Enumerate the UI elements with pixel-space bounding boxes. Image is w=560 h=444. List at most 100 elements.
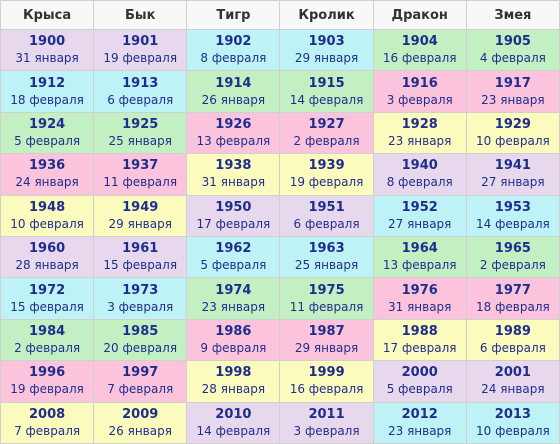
- cell-date: 29 января: [294, 51, 359, 66]
- cell-date: 27 января: [481, 175, 545, 190]
- cell-year: 1901: [122, 34, 159, 50]
- table-cell: 1997 7 февраля: [93, 360, 188, 403]
- table-row: 1912 18 февраля 1913 6 февраля 1914 26 янва…: [0, 70, 560, 113]
- cell-year: 1925: [122, 116, 159, 132]
- cell-date: 3 февраля: [107, 299, 174, 314]
- cell-year: 1916: [401, 75, 438, 91]
- table-cell: 2012 23 января: [372, 401, 467, 444]
- table-cell: 1965 2 февраля: [465, 235, 560, 279]
- cell-date: 13 февраля: [382, 258, 457, 273]
- cell-date: 15 февраля: [10, 299, 84, 314]
- cell-date: 27 января: [387, 216, 452, 231]
- cell-date: 16 февраля: [289, 382, 364, 397]
- table-row: 1984 2 февраля 1985 20 февраля 1986 9 февра…: [0, 318, 560, 362]
- cell-year: 1987: [308, 323, 345, 339]
- table-cell: 1996 19 февраля: [0, 360, 95, 403]
- cell-year: 1985: [122, 323, 159, 339]
- cell-year: 1972: [28, 282, 66, 298]
- cell-year: 1961: [122, 241, 159, 257]
- cell-date: 25 января: [108, 133, 172, 148]
- table-row: 1900 31 января 1901 19 февраля 1902 8 февра…: [0, 28, 560, 72]
- cell-date: 2 февраля: [293, 133, 360, 148]
- table-cell: 1916 3 февраля: [372, 70, 467, 113]
- table-cell: 1989 6 февраля: [465, 318, 560, 362]
- table-cell: 1904 16 февраля: [372, 28, 467, 72]
- table-cell: 1998 28 января: [186, 360, 281, 403]
- cell-year: 2012: [401, 406, 438, 422]
- table-cell: 1953 14 февраля: [465, 194, 560, 237]
- cell-date: 31 января: [15, 51, 79, 66]
- table-cell: 1905 4 февраля: [465, 28, 560, 72]
- table-cell: 1940 8 февраля: [372, 153, 467, 196]
- cell-year: 1903: [308, 34, 345, 50]
- cell-date: 19 февраля: [10, 382, 84, 397]
- table-row: 1996 19 февраля 1997 7 февраля 1998 28 янва…: [0, 360, 560, 403]
- cell-year: 1977: [494, 282, 531, 298]
- table-cell: 1964 13 февраля: [372, 235, 467, 279]
- cell-year: 1998: [215, 365, 252, 381]
- cell-date: 7 февраля: [107, 382, 174, 397]
- table-cell: 1929 10 февраля: [465, 111, 560, 155]
- cell-year: 1937: [122, 158, 159, 174]
- cell-date: 6 февраля: [107, 92, 174, 107]
- table-cell: 1914 26 января: [186, 70, 281, 113]
- table-cell: 1912 18 февраля: [0, 70, 95, 113]
- cell-year: 1965: [494, 241, 531, 257]
- cell-year: 1963: [308, 241, 345, 257]
- cell-year: 1973: [122, 282, 159, 298]
- cell-year: 1913: [122, 75, 159, 91]
- cell-date: 5 февраля: [200, 258, 267, 273]
- cell-date: 18 февраля: [476, 299, 550, 314]
- cell-year: 2001: [494, 365, 531, 381]
- table-cell: 1974 23 января: [186, 277, 281, 320]
- cell-date: 10 февраля: [10, 216, 84, 231]
- cell-date: 23 января: [387, 423, 452, 438]
- table-cell: 1928 23 января: [372, 111, 467, 155]
- cell-year: 1962: [215, 241, 252, 257]
- cell-date: 3 февраля: [293, 423, 360, 438]
- table-cell: 1926 13 февраля: [186, 111, 281, 155]
- cell-year: 1927: [308, 116, 345, 132]
- cell-date: 25 января: [294, 258, 359, 273]
- cell-year: 2009: [122, 406, 159, 422]
- cell-date: 28 января: [201, 382, 266, 397]
- cell-year: 1928: [401, 116, 438, 132]
- table-row: 1972 15 февраля 1973 3 февраля 1974 23 янва…: [0, 277, 560, 320]
- table-cell: 1902 8 февраля: [186, 28, 281, 72]
- table-cell: 1984 2 февраля: [0, 318, 95, 362]
- table-row: 1924 5 февраля 1925 25 января 1926 13 февра…: [0, 111, 560, 155]
- table-cell: 1927 2 февраля: [279, 111, 374, 155]
- table-cell: 1952 27 января: [372, 194, 467, 237]
- cell-year: 2010: [215, 406, 252, 422]
- table-cell: 2009 26 января: [93, 401, 188, 444]
- cell-date: 2 февраля: [14, 340, 81, 355]
- table-cell: 1973 3 февраля: [93, 277, 188, 320]
- cell-year: 1953: [494, 199, 531, 215]
- cell-year: 1960: [28, 241, 66, 257]
- cell-year: 1936: [28, 158, 66, 174]
- table-cell: 1948 10 февраля: [0, 194, 95, 237]
- table-cell: 1925 25 января: [93, 111, 188, 155]
- cell-year: 1989: [494, 323, 531, 339]
- cell-date: 2 февраля: [479, 258, 546, 273]
- cell-date: 14 февраля: [476, 216, 550, 231]
- cell-year: 1964: [401, 241, 438, 257]
- header-tiger: Тигр: [186, 0, 281, 30]
- table-cell: 1999 16 февраля: [279, 360, 374, 403]
- cell-date: 18 февраля: [10, 92, 84, 107]
- cell-year: 1926: [215, 116, 252, 132]
- header-dragon: Дракон: [372, 0, 467, 30]
- cell-year: 1976: [401, 282, 438, 298]
- cell-date: 23 января: [201, 299, 266, 314]
- table-cell: 2001 24 января: [465, 360, 560, 403]
- cell-year: 1929: [494, 116, 531, 132]
- cell-date: 24 января: [481, 382, 545, 397]
- table-row: 2008 7 февраля 2009 26 января 2010 14 февра…: [0, 401, 560, 444]
- table-cell: 1913 6 февраля: [93, 70, 188, 113]
- cell-year: 1941: [494, 158, 531, 174]
- cell-year: 1986: [215, 323, 252, 339]
- cell-year: 1974: [215, 282, 252, 298]
- cell-date: 19 февраля: [289, 175, 364, 190]
- cell-year: 1950: [215, 199, 252, 215]
- cell-date: 7 февраля: [14, 423, 81, 438]
